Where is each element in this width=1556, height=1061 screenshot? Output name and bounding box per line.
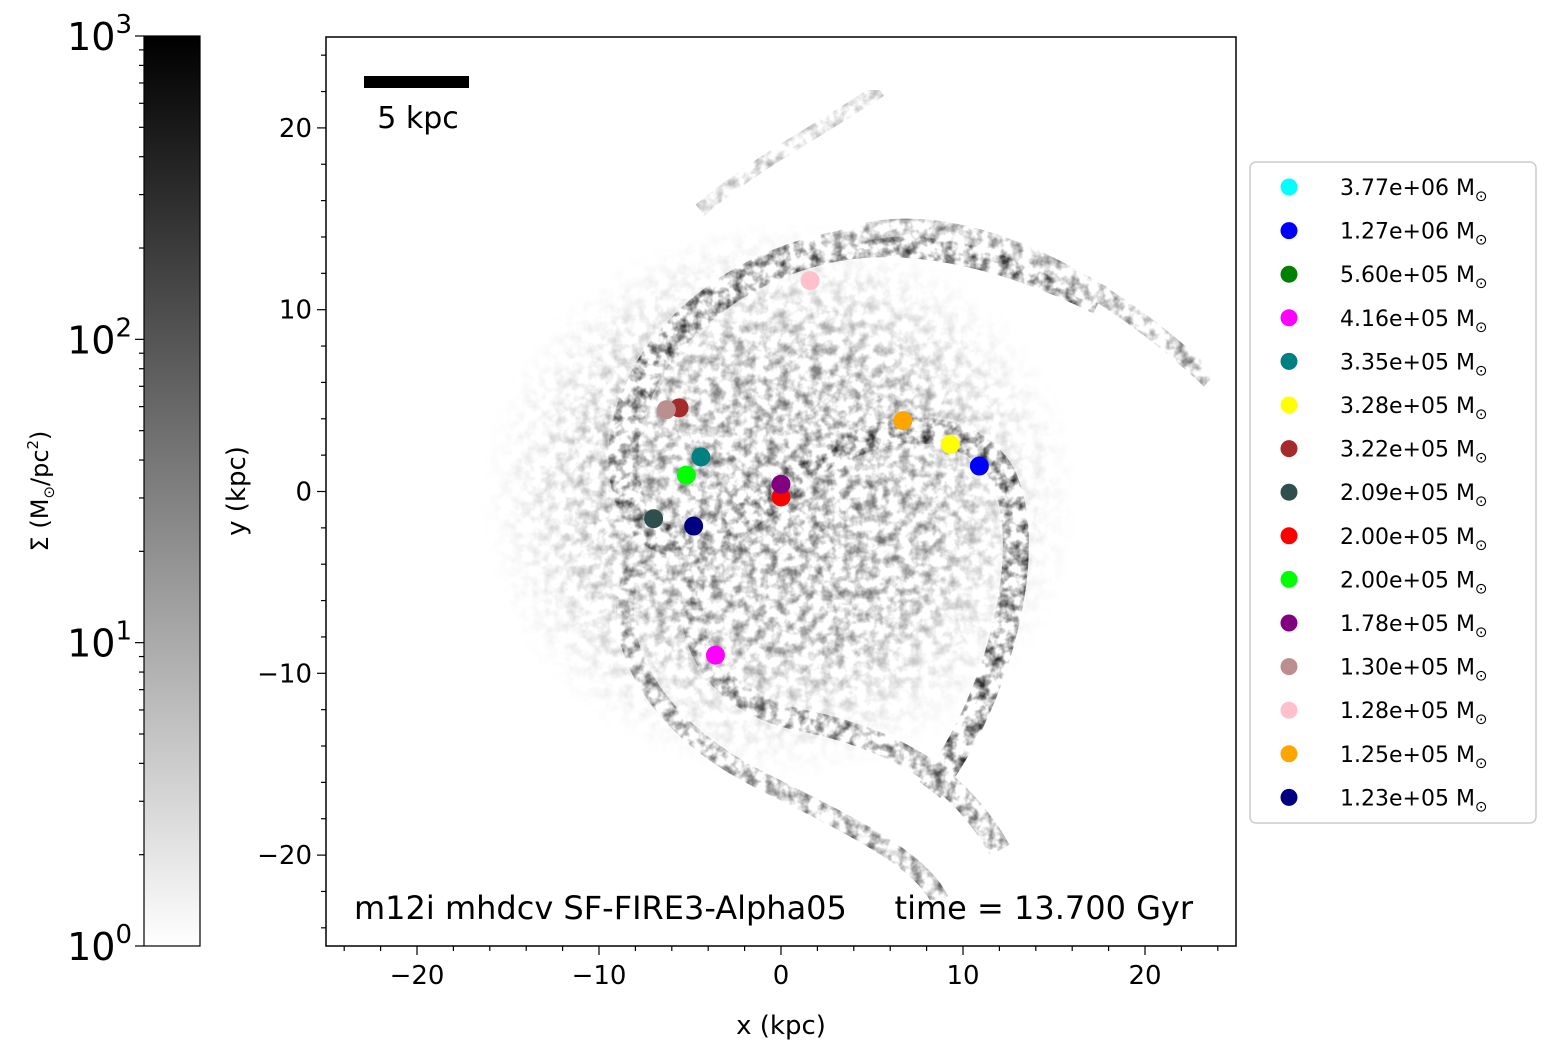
x-tick-label: 20	[1128, 961, 1161, 991]
legend-marker	[1280, 309, 1298, 327]
x-axis-ticks: −20 −10 0 10 20	[343, 946, 1219, 991]
x-axis-label: x (kpc)	[736, 1011, 826, 1041]
legend-label: 1.28e+05 M⊙	[1340, 699, 1488, 728]
colorbar-tick-label: 101	[67, 617, 132, 666]
x-tick-label: −20	[390, 961, 445, 991]
legend-label: 1.25e+05 M⊙	[1340, 743, 1488, 772]
simulation-label: m12i mhdcv SF-FIRE3-Alpha05	[354, 889, 847, 927]
legend-marker	[1280, 745, 1298, 763]
legend-label: 3.77e+06 M⊙	[1340, 176, 1488, 205]
legend-label: 1.27e+06 M⊙	[1340, 220, 1488, 249]
cluster-point	[771, 474, 791, 494]
legend-label: 3.28e+05 M⊙	[1340, 394, 1488, 423]
y-tick-label: 0	[295, 478, 312, 508]
legend-label: 4.16e+05 M⊙	[1340, 307, 1488, 336]
legend-marker	[1280, 614, 1298, 632]
legend-marker	[1280, 527, 1298, 545]
x-tick-label: 10	[946, 961, 979, 991]
legend-label: 1.78e+05 M⊙	[1340, 612, 1488, 641]
colorbar-tick-label: 100	[67, 920, 132, 969]
legend-marker	[1280, 178, 1298, 196]
legend-marker	[1280, 352, 1298, 370]
colorbar-tick-label: 102	[67, 313, 132, 362]
legend-marker	[1280, 440, 1298, 458]
legend-label: 5.60e+05 M⊙	[1340, 263, 1488, 292]
cluster-point	[656, 400, 676, 420]
legend-label: 1.30e+05 M⊙	[1340, 656, 1488, 685]
legend-label: 2.00e+05 M⊙	[1340, 568, 1488, 597]
plot-area: −20 −10 0 10 20 −20 −10 0 10 20 5 kpc m12i mhdcv…	[222, 36, 1237, 1041]
x-tick-label: −10	[572, 961, 627, 991]
legend-frame	[1249, 161, 1537, 824]
scale-bar	[364, 76, 469, 88]
colorbar-tick-label: 103	[67, 10, 132, 59]
y-axis-ticks: −20 −10 0 10 20	[257, 54, 326, 929]
cluster-point	[684, 516, 704, 536]
scale-bar-label: 5 kpc	[377, 101, 459, 136]
legend-label: 2.09e+05 M⊙	[1340, 481, 1488, 510]
cluster-point	[691, 447, 711, 467]
legend-marker	[1280, 396, 1298, 414]
colorbar-label: Σ (M⊙/pc2)	[24, 431, 58, 552]
legend-marker	[1280, 265, 1298, 283]
legend-label: 3.22e+05 M⊙	[1340, 438, 1488, 467]
colorbar-ticks	[135, 35, 144, 947]
legend-marker	[1280, 483, 1298, 501]
cluster-point	[893, 411, 913, 431]
y-tick-label: −10	[257, 659, 312, 689]
gas-density-map	[480, 84, 1217, 905]
legend-marker	[1280, 570, 1298, 588]
cluster-point	[800, 271, 820, 291]
y-axis-label: y (kpc)	[222, 446, 252, 536]
cluster-point	[676, 465, 696, 485]
legend-marker	[1280, 222, 1298, 240]
legend-label: 1.23e+05 M⊙	[1340, 786, 1488, 815]
colorbar-tick-labels: 100 101 102 103	[67, 10, 132, 969]
data-points	[644, 271, 989, 665]
y-tick-label: −20	[257, 841, 312, 871]
cluster-point	[969, 456, 989, 476]
legend-label: 2.00e+05 M⊙	[1340, 525, 1488, 554]
x-tick-label: 0	[773, 961, 790, 991]
y-tick-label: 20	[279, 114, 312, 144]
legend-items: 3.77e+06 M⊙ 1.27e+06 M⊙ 5.60e+05 M⊙ 4.16e+0…	[1280, 176, 1488, 815]
cluster-point	[940, 434, 960, 454]
y-tick-label: 10	[279, 296, 312, 326]
colorbar-gradient	[143, 35, 201, 947]
time-label: time = 13.700 Gyr	[895, 889, 1194, 927]
legend-marker	[1280, 788, 1298, 806]
colorbar: 100 101 102 103 Σ (M⊙/pc2)	[24, 10, 201, 969]
legend-label: 3.35e+05 M⊙	[1340, 350, 1488, 379]
cluster-point	[644, 509, 664, 529]
legend-marker	[1280, 701, 1298, 719]
legend: 3.77e+06 M⊙ 1.27e+06 M⊙ 5.60e+05 M⊙ 4.16e+0…	[1249, 161, 1537, 824]
legend-marker	[1280, 658, 1298, 676]
cluster-point	[705, 645, 725, 665]
